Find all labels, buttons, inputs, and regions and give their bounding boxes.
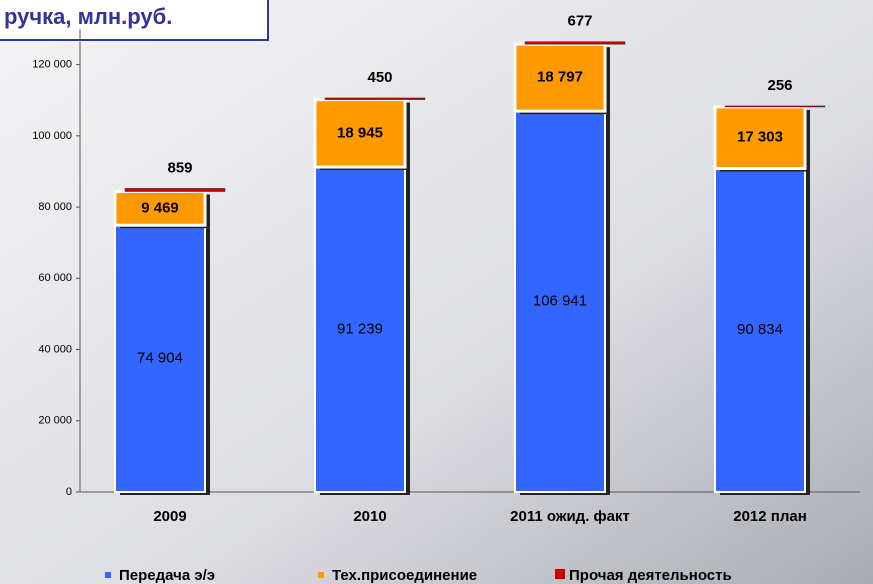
- legend-swatch: [555, 569, 565, 579]
- value-label: 256: [767, 77, 792, 94]
- value-label: 17 303: [737, 129, 783, 146]
- value-label: 90 834: [737, 321, 783, 338]
- legend-swatch: [318, 572, 324, 578]
- value-label: 18 797: [537, 69, 583, 86]
- chart-title: ручка, млн.руб.: [4, 4, 172, 29]
- bar: [124, 188, 226, 192]
- legend-label: Тех.присоединение: [332, 567, 477, 584]
- legend-label: Передача э/э: [119, 567, 215, 584]
- bar: [724, 105, 826, 108]
- value-label: 9 469: [141, 199, 179, 216]
- bar: [114, 224, 206, 493]
- bar: [714, 167, 806, 493]
- bar: [113, 190, 207, 227]
- y-tick-label: 100 000: [32, 130, 72, 142]
- y-tick-label: 40 000: [38, 343, 72, 355]
- legend-label: Прочая деятельность: [569, 567, 732, 584]
- value-label: 677: [567, 13, 592, 30]
- y-tick-label: 0: [66, 486, 72, 498]
- bar: [524, 41, 626, 45]
- bar: [514, 110, 606, 493]
- value-label: 74 904: [137, 350, 183, 367]
- bar: [513, 42, 607, 113]
- y-tick-label: 60 000: [38, 272, 72, 284]
- x-tick-label: 2011 ожид. факт: [510, 508, 630, 525]
- x-tick-label: 2009: [153, 508, 186, 525]
- value-label: 18 945: [337, 124, 383, 141]
- y-tick-label: 80 000: [38, 201, 72, 213]
- title-box: [0, 0, 269, 41]
- bar: [713, 105, 807, 170]
- x-tick-label: 2012 план: [733, 508, 807, 525]
- y-tick-label: 20 000: [38, 415, 72, 427]
- x-tick-label: 2010: [353, 508, 386, 525]
- value-label: 106 941: [533, 293, 587, 310]
- value-label: 450: [367, 69, 392, 86]
- bar: [314, 166, 406, 493]
- value-label: 859: [167, 159, 192, 176]
- legend-swatch: [105, 572, 111, 578]
- bar: [324, 97, 426, 100]
- y-tick-label: 120 000: [32, 59, 72, 71]
- value-label: 91 239: [337, 320, 383, 337]
